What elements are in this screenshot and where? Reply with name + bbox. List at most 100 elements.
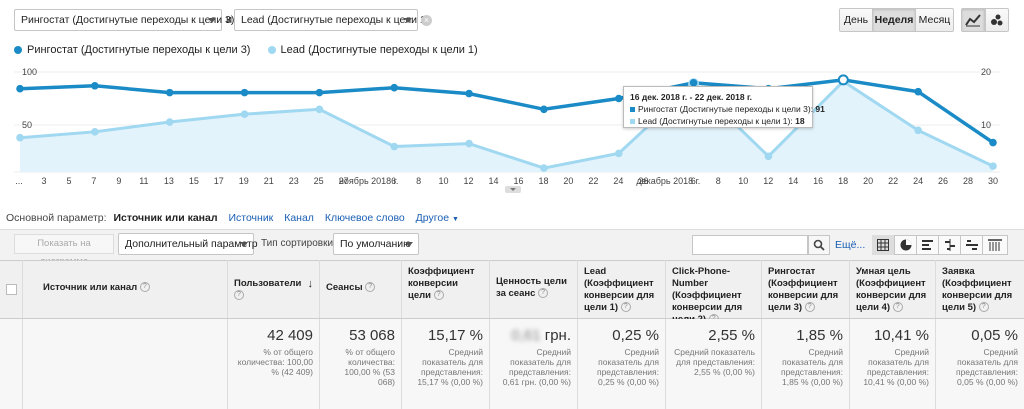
ringostat-point[interactable] [165,88,174,97]
lead-point[interactable] [989,162,997,170]
help-icon[interactable]: ? [139,282,150,293]
help-icon[interactable]: ? [620,302,631,313]
lead-point[interactable] [540,164,548,172]
legend-label-2: Lead (Достигнутые переходы к цели 1) [280,44,478,56]
metric2-select[interactable]: Lead (Достигнутые переходы к цели 1) [234,9,429,31]
table-search-input[interactable] [692,235,808,255]
lead-point[interactable] [914,126,922,135]
total-note: Средний показатель для представления: 0,… [502,347,571,387]
lead-point[interactable] [614,149,623,158]
x-tick-label: 5 [66,176,71,186]
pivot-view-button[interactable] [982,235,1008,255]
lead-point[interactable] [465,139,473,148]
x-tick-label: 10 [439,176,449,186]
lead-area [20,81,993,172]
header-users[interactable]: Пользователи ↓? [228,260,320,318]
x-tick-label: 25 [314,176,324,186]
dimension-source-medium[interactable]: Источник или канал [113,212,218,224]
secondary-dimension-select[interactable]: Дополнительный параметр [118,233,258,255]
bar-view-button[interactable] [916,235,938,255]
x-tick-label: 27 [339,176,349,186]
period-month-button[interactable]: Месяц [915,8,954,32]
pie-view-button[interactable] [894,235,916,255]
help-icon[interactable]: ? [433,290,444,301]
x-tick-label: 15 [189,176,199,186]
period-week-button[interactable]: Неделя [872,8,916,32]
help-icon[interactable]: ? [234,290,244,301]
ringostat-point[interactable] [914,87,922,96]
bar-chart-icon [922,240,933,250]
help-icon[interactable]: ? [365,282,376,293]
ringostat-point[interactable] [390,83,399,92]
x-tick-label: 16 [813,176,823,186]
ringostat-point[interactable] [614,94,623,103]
dimension-source[interactable]: Источник [228,212,274,224]
compare-view-button[interactable] [938,235,960,255]
total-note: % от общего количества: 100,00 % (42 409… [237,347,313,377]
lead-point[interactable] [764,152,773,161]
lead-point[interactable] [390,142,399,151]
period-day-button[interactable]: День [839,8,873,32]
header-lead[interactable]: Lead (Коэффициент конверсии для цели 1) … [578,260,666,318]
totals-label-cell [22,319,228,409]
tooltip-label-2: Lead (Достигнутые переходы к цели 1): [638,116,793,126]
lead-point[interactable] [165,118,174,126]
ringostat-point[interactable] [240,88,249,97]
header-smart-goal[interactable]: Умная цель (Коэффициент конверсии для це… [850,260,936,318]
dimension-channel[interactable]: Канал [284,212,314,224]
header-source-medium[interactable]: Источник или канал ? [22,260,228,318]
header-request[interactable]: Заявка (Коэффициент конверсии для цели 5… [936,260,1024,318]
dimension-other[interactable]: Другое ▼ [416,212,459,224]
pivot-icon [988,239,1002,251]
x-tick-label: 24 [613,176,623,186]
ringostat-point[interactable] [91,81,99,90]
ringostat-point[interactable] [465,89,473,98]
header-sessions[interactable]: Сеансы ? [320,260,402,318]
ringostat-point[interactable] [540,105,548,114]
x-tick-label: 28 [963,176,973,186]
metric1-select[interactable]: Рингостат (Достигнутые переходы к цели 3… [14,9,234,31]
help-icon[interactable]: ? [538,288,549,299]
chevron-down-icon [510,188,516,191]
ringostat-point[interactable] [989,138,997,147]
lead-point[interactable] [91,128,99,136]
legend-item-1[interactable]: Рингостат (Достигнутые переходы к цели 3… [14,44,250,56]
help-icon[interactable]: ? [892,302,903,313]
header-goal-conversion[interactable]: Коэффициент конверсии цели ? [402,260,490,318]
x-tick-label: 19 [239,176,249,186]
more-link[interactable]: Ещё... [835,239,866,251]
total-note: Средний показатель для представления: 0,… [596,347,659,387]
clear-metric-icon[interactable]: × [421,15,432,26]
table-view-button[interactable] [872,235,894,255]
show-on-chart-button[interactable]: Показать на диаграмме [14,234,114,267]
lead-point[interactable] [315,105,324,114]
total-note: Средний показатель для представления: 10… [863,347,929,387]
search-button[interactable] [808,235,830,255]
total-value: 0,25 % [612,327,659,344]
total-note: Средний показатель для представления: 0,… [955,347,1018,387]
lead-point[interactable] [240,110,249,118]
help-icon[interactable]: ? [978,302,989,313]
total-click-phone: 2,55 % Средний показатель для представле… [666,319,762,409]
legend-item-2[interactable]: Lead (Достигнутые переходы к цели 1) [267,44,478,56]
help-icon[interactable]: ? [804,302,815,313]
ringostat-point[interactable] [837,74,849,86]
ringostat-line [19,78,994,145]
x-tick-label: ноябрь 2018 г. [339,176,398,186]
dimension-keyword[interactable]: Ключевое слово [324,212,405,224]
header-ringostat[interactable]: Рингостат (Коэффициент конверсии для цел… [762,260,850,318]
motion-chart-button[interactable] [985,8,1009,32]
sort-type-select[interactable]: По умолчанию [333,233,419,255]
header-goal-value[interactable]: Ценность цели за сеанс ? [490,260,578,318]
select-all-checkbox[interactable] [6,284,17,295]
term-cloud-view-button[interactable] [960,235,982,255]
x-tick-label: 22 [888,176,898,186]
line-chart-button[interactable] [961,8,985,32]
chart-scroll-handle[interactable] [505,186,521,193]
lead-point[interactable] [16,133,24,142]
ringostat-point[interactable] [315,88,324,97]
header-click-phone[interactable]: Click-Phone-Number (Коэффициент конверси… [666,260,762,325]
ringostat-point[interactable] [16,84,24,93]
header-label: Источник или канал [43,282,138,293]
total-ringostat: 1,85 % Средний показатель для представле… [762,319,850,409]
